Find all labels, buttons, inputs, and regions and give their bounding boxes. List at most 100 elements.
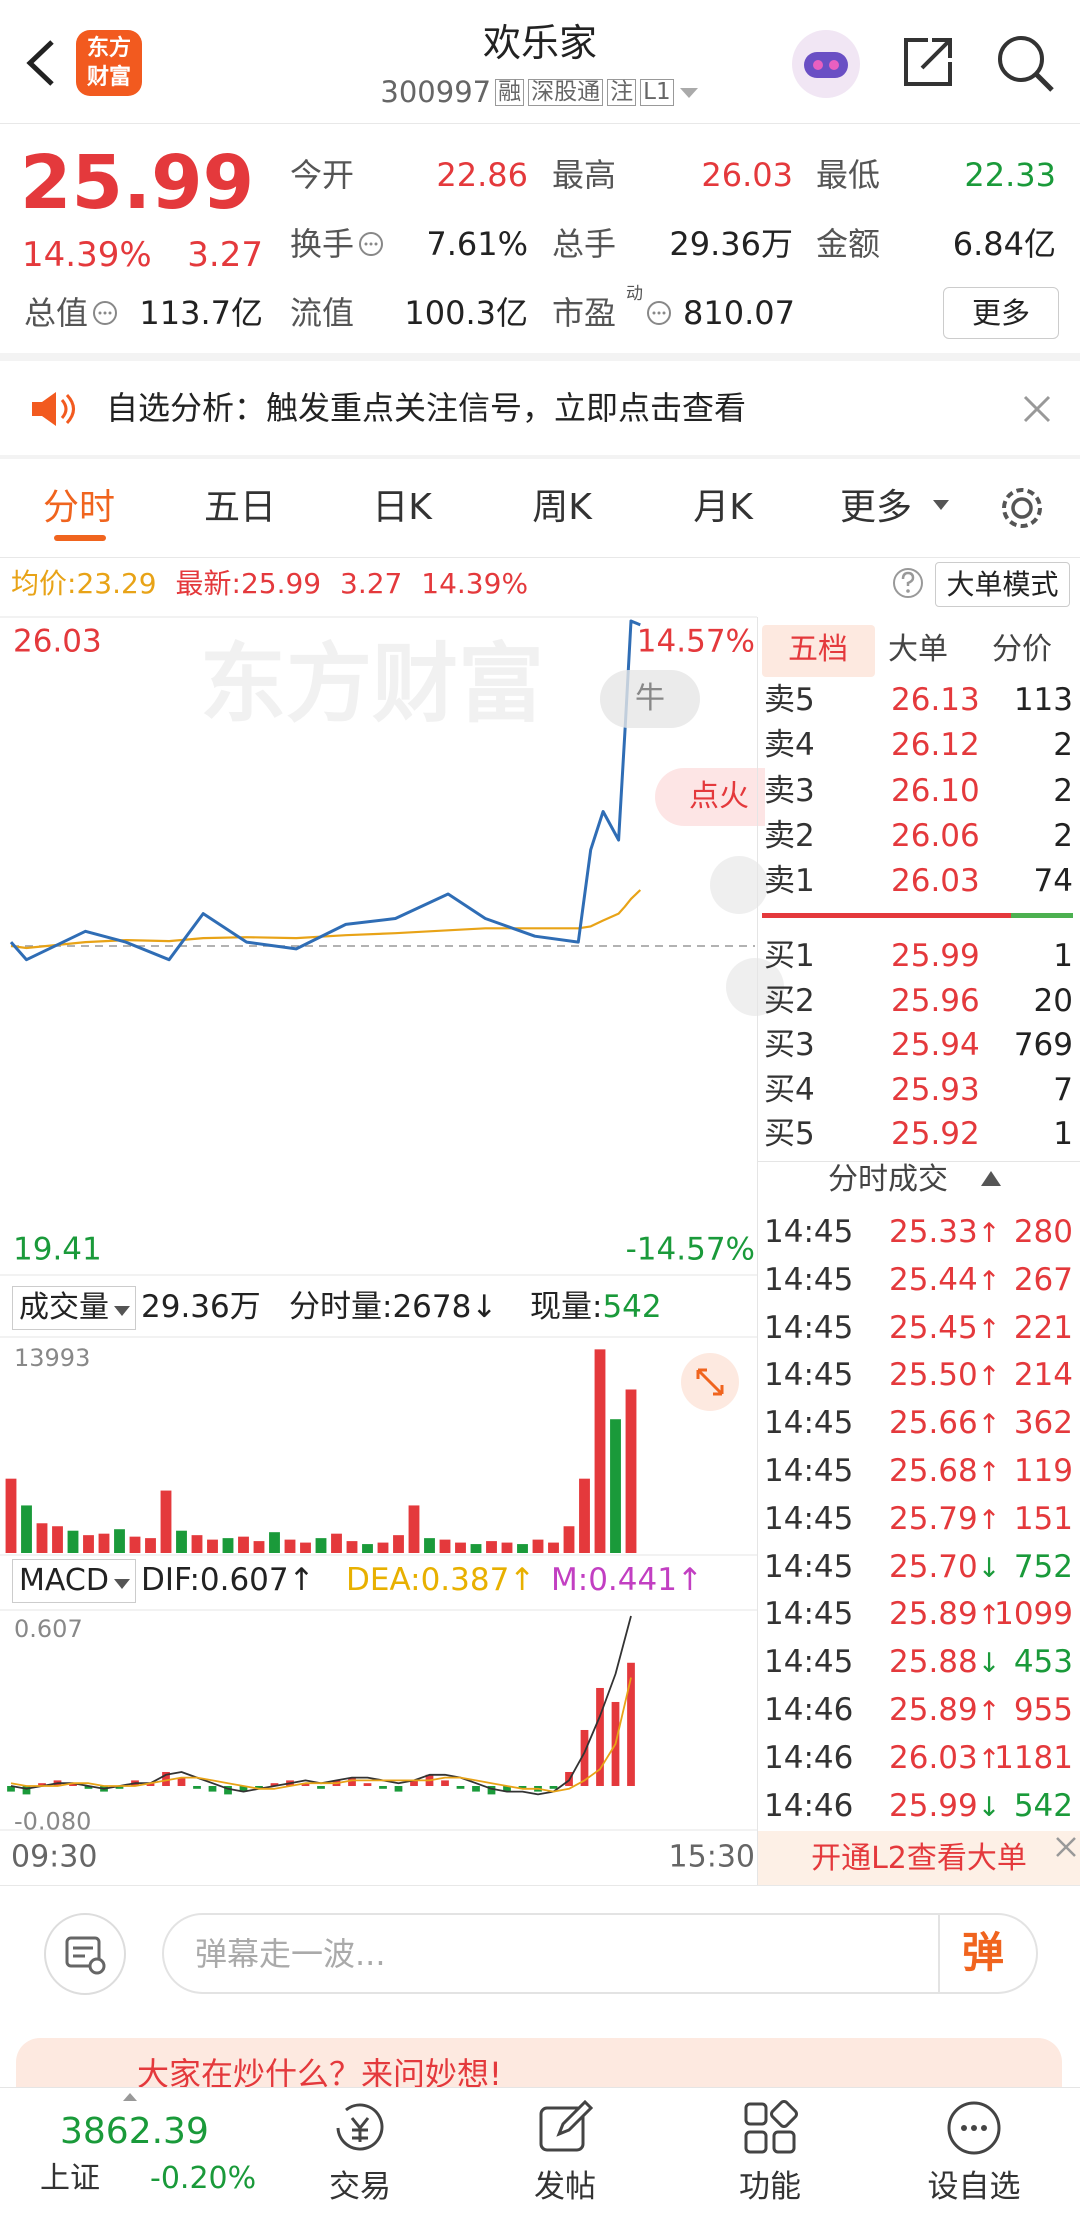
trade-arrow: ↑ <box>977 1504 1001 1536</box>
index-name: 上证 <box>40 2161 100 2196</box>
more-button[interactable]: 更多 <box>943 287 1059 339</box>
floating-button[interactable] <box>710 856 768 914</box>
volume-bar <box>548 1542 559 1553</box>
help-button[interactable] <box>892 567 924 599</box>
tag: 融 <box>495 79 525 106</box>
volume-bar <box>98 1533 110 1553</box>
tab[interactable]: 月K <box>693 487 753 528</box>
watchlist-icon[interactable] <box>946 2100 1002 2156</box>
info-icon[interactable] <box>646 300 672 326</box>
field-label: 今开 <box>290 156 355 194</box>
bull-bubble[interactable]: 牛 <box>600 670 700 728</box>
indicator-select[interactable]: 成交量 <box>12 1286 136 1330</box>
macd-line <box>10 1615 632 1796</box>
ask-volume: 2 <box>1053 772 1073 809</box>
nav-item[interactable]: 发帖 <box>534 2169 596 2205</box>
field-value: 6.84亿 <box>952 225 1056 263</box>
trade-arrow: ↑ <box>977 1313 1001 1345</box>
comment-input[interactable] <box>162 1913 1038 1994</box>
volume-bar <box>610 1419 621 1553</box>
info-icon[interactable] <box>358 231 384 257</box>
danmaku-settings[interactable] <box>43 1912 127 1996</box>
tab[interactable]: 周K <box>532 487 592 528</box>
volume-bar <box>455 1542 466 1553</box>
trade-price: 25.79↑ <box>889 1500 1001 1537</box>
notice-text[interactable]: 自选分析：触发重点关注信号，立即点击查看 <box>106 389 747 427</box>
field-label: 流值 <box>290 294 355 332</box>
volume-bar <box>501 1542 513 1553</box>
order-book: 五档 大单 分价 卖5 26.13 113 卖4 26.12 2 卖3 26.10 2 卖2 26.06 2… <box>758 617 1080 1885</box>
macd-bar <box>363 1783 372 1786</box>
trade-icon[interactable] <box>330 2098 390 2156</box>
y-tick-label: 13993 <box>14 1344 90 1372</box>
tab[interactable]: 五日 <box>203 487 276 528</box>
trade-time: 14:45 <box>764 1405 854 1442</box>
tab[interactable]: 日K <box>372 487 432 528</box>
ask-label: 卖2 <box>764 817 815 854</box>
trade-time: 14:46 <box>764 1739 854 1776</box>
close-notice[interactable] <box>1022 394 1052 424</box>
book-tab: 分价 <box>992 632 1052 667</box>
divider <box>0 455 1080 459</box>
sort-arrow-shape <box>981 1171 1001 1186</box>
macd-bar <box>317 1785 325 1789</box>
dropdown-arrow <box>113 1579 130 1589</box>
volume-bar <box>238 1536 249 1553</box>
sort-arrow[interactable] <box>980 1168 1002 1188</box>
volume-bar <box>424 1538 435 1553</box>
ignite-bubble[interactable]: 点火 <box>655 768 765 826</box>
nav-item[interactable]: 交易 <box>329 2169 391 2205</box>
back-button[interactable] <box>20 38 60 88</box>
ask-label: 卖5 <box>764 682 815 718</box>
share-button[interactable] <box>900 34 956 90</box>
y2-tick-label: 14.57% <box>637 624 755 660</box>
dropdown-arrow <box>114 1306 130 1316</box>
logo-text: 财富 <box>86 64 131 90</box>
bid-price: 25.96 <box>891 982 980 1019</box>
macd-bar <box>255 1785 263 1789</box>
floating-button[interactable] <box>726 958 784 1016</box>
trade-volume: 267 <box>1013 1261 1073 1298</box>
macd-bar <box>69 1783 77 1786</box>
function-icon[interactable] <box>742 2100 798 2156</box>
dropdown-arrow[interactable] <box>678 86 700 100</box>
search-button[interactable] <box>994 32 1056 94</box>
trade-time: 14:46 <box>764 1787 854 1824</box>
app-logo[interactable]: 东方 财富 <box>76 30 142 96</box>
tab[interactable]: 更多 <box>840 487 913 528</box>
volume-bar <box>67 1530 79 1553</box>
change-amount: 3.27 <box>187 235 263 275</box>
trade-time: 14:45 <box>764 1644 854 1681</box>
volume-bar <box>470 1544 482 1553</box>
ask-volume: 113 <box>1013 682 1073 718</box>
close-l2[interactable] <box>1054 1835 1078 1859</box>
send-danmaku[interactable]: 弹 <box>962 1928 1005 1977</box>
trade-volume: 151 <box>1013 1500 1073 1537</box>
expand-button[interactable] <box>680 1352 740 1412</box>
bid-volume: 7 <box>1053 1071 1073 1108</box>
index-value[interactable]: 3862.39 <box>60 2111 209 2152</box>
trade-price: 25.33↑ <box>889 1214 1001 1250</box>
trades-title: 分时成交 <box>828 1162 948 1197</box>
trade-time: 14:45 <box>764 1596 854 1633</box>
field-sup: 动 <box>626 284 643 304</box>
book-tab: 大单 <box>888 632 948 667</box>
post-icon[interactable] <box>537 2100 593 2156</box>
logo-text: 东方 <box>86 36 131 61</box>
field-label: 市盈 <box>552 294 617 332</box>
big-order-mode[interactable]: 大单模式 <box>935 562 1070 607</box>
settings-button[interactable] <box>998 484 1046 532</box>
trade-arrow: ↑ <box>977 1696 1001 1727</box>
field-label: 总值 <box>24 294 89 332</box>
tag: L1 <box>640 79 674 106</box>
book-bar-sell <box>762 913 1011 918</box>
tab-active[interactable]: 分时 <box>42 487 115 528</box>
nav-item[interactable]: 设自选 <box>927 2169 1021 2205</box>
assistant-avatar[interactable] <box>790 28 862 100</box>
info-icon[interactable] <box>92 300 118 326</box>
nav-item[interactable]: 功能 <box>739 2169 801 2205</box>
trade-volume: 542 <box>1013 1787 1073 1824</box>
trade-volume: 1181 <box>994 1739 1073 1776</box>
ask-price: 26.06 <box>891 817 980 854</box>
indicator-select[interactable]: MACD <box>12 1559 136 1603</box>
